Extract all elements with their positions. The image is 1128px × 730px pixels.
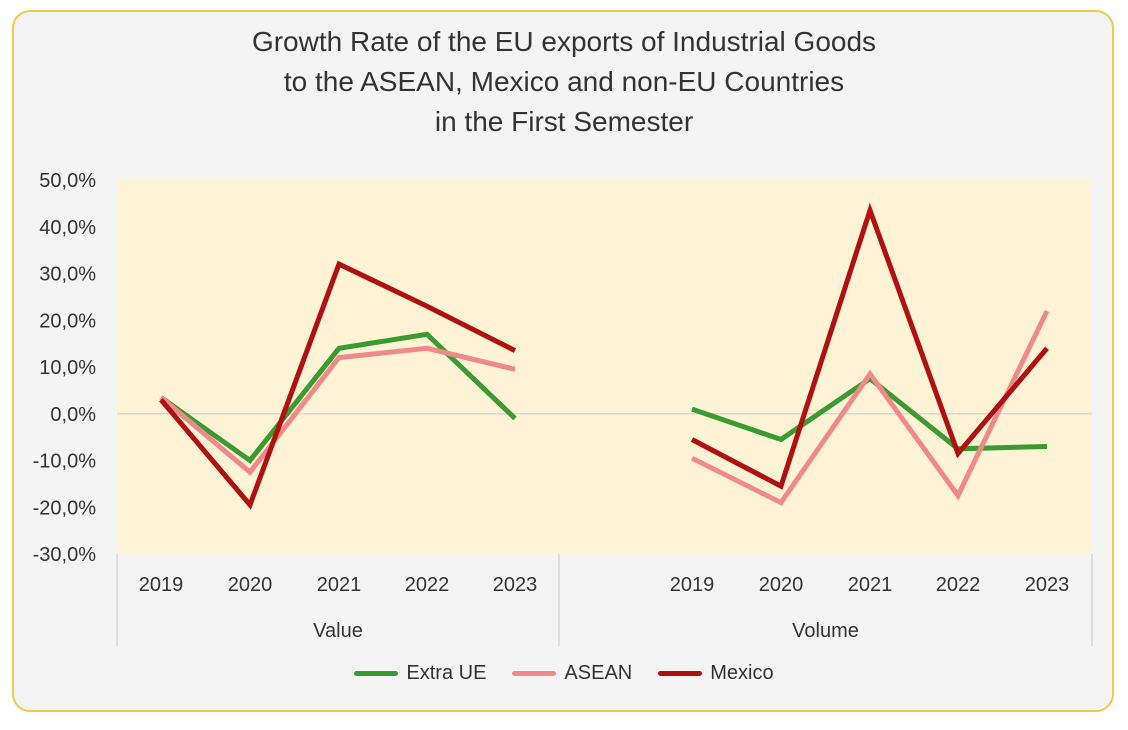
y-tick-label: 30,0% (39, 264, 96, 286)
legend-swatch-extra-ue (354, 671, 399, 676)
y-tick-label: 20,0% (39, 310, 96, 332)
legend-swatch-mexico (658, 671, 703, 676)
series-lines (159, 202, 1050, 510)
x-tick-label: 2023 (493, 574, 538, 596)
x-tick-label: 2019 (670, 574, 715, 596)
legend-item-mexico: Mexico (658, 662, 774, 685)
x-tick-label: 2020 (228, 574, 273, 596)
y-tick-label: 10,0% (39, 357, 96, 379)
legend-item-asean: ASEAN (512, 662, 632, 685)
legend: Extra UE ASEAN Mexico (0, 662, 1128, 685)
title-line-1: Growth Rate of the EU exports of Industr… (251, 26, 877, 57)
series-line-asean-volume (690, 309, 1050, 506)
title-line-3: in the First Semester (434, 106, 694, 137)
plot-area (117, 180, 1092, 554)
x-tick-label: 2023 (1025, 574, 1070, 596)
x-tick-label: 2022 (936, 574, 981, 596)
series-line-extra-ue-volume (691, 375, 1048, 452)
x-group-label-volume: Volume (792, 620, 859, 642)
series-line-mexico-volume (690, 202, 1049, 490)
y-tick-label: -10,0% (33, 451, 97, 473)
series-line-asean-value (159, 345, 516, 476)
x-axis: 2019 2020 2021 2022 2023 Value 2019 2020 2021 202… (116, 554, 1093, 646)
chart-title: Growth Rate of the EU exports of Industr… (0, 22, 1128, 142)
y-tick-label: 40,0% (39, 217, 96, 239)
series-line-mexico-value (159, 260, 517, 510)
x-group-label-value: Value (313, 620, 363, 642)
legend-item-extra-ue: Extra UE (354, 662, 486, 685)
y-tick-label: -30,0% (33, 544, 97, 566)
y-tick-label: 50,0% (39, 170, 96, 192)
x-tick-label: 2021 (848, 574, 893, 596)
title-line-2: to the ASEAN, Mexico and non-EU Countrie… (283, 66, 845, 97)
y-tick-label: -20,0% (33, 497, 97, 519)
y-axis: 50,0% 40,0% 30,0% 20,0% 10,0% 0,0% -10,0% -20,0… (33, 170, 97, 566)
legend-label-extra-ue: Extra UE (406, 662, 487, 684)
x-tick-label: 2021 (317, 574, 362, 596)
legend-label-asean: ASEAN (564, 662, 633, 684)
legend-label-mexico: Mexico (710, 662, 774, 684)
y-tick-label: 0,0% (50, 404, 96, 426)
x-tick-label: 2022 (405, 574, 450, 596)
series-line-extra-ue-value (159, 331, 517, 464)
x-tick-label: 2019 (139, 574, 184, 596)
legend-swatch-asean (512, 671, 557, 676)
x-tick-label: 2020 (759, 574, 804, 596)
